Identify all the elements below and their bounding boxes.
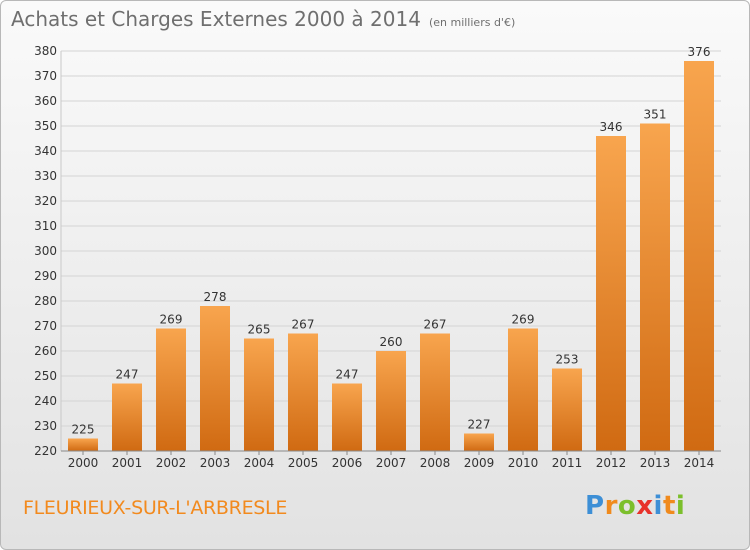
x-tick-label-2013: 2013 bbox=[640, 456, 671, 470]
logo-letter: o bbox=[617, 491, 637, 521]
bar-2012 bbox=[596, 136, 626, 451]
bar-2005 bbox=[288, 333, 318, 451]
x-tick-label-2010: 2010 bbox=[508, 456, 539, 470]
y-tick-label: 330 bbox=[34, 169, 57, 183]
logo-letter: P bbox=[585, 491, 605, 521]
y-tick-label: 250 bbox=[34, 369, 57, 383]
data-label-2010: 269 bbox=[512, 313, 535, 327]
y-tick-label: 340 bbox=[34, 144, 57, 158]
data-label-2005: 267 bbox=[292, 318, 315, 332]
data-label-2008: 267 bbox=[424, 318, 447, 332]
x-tick-label-2007: 2007 bbox=[376, 456, 407, 470]
y-axis: 220 230 240 250 260 270 280 290 300 310 320 330 340 3… bbox=[34, 44, 57, 458]
y-tick-label: 360 bbox=[34, 94, 57, 108]
logo-letter: i bbox=[675, 491, 686, 521]
bar-2008 bbox=[420, 333, 450, 451]
chart-title-text: Achats et Charges Externes 2000 à 2014 bbox=[11, 7, 421, 31]
y-tick-label: 350 bbox=[34, 119, 57, 133]
bar-2011 bbox=[552, 368, 582, 451]
y-tick-label: 280 bbox=[34, 294, 57, 308]
x-tick-label-2006: 2006 bbox=[332, 456, 363, 470]
x-tick-label-2002: 2002 bbox=[156, 456, 187, 470]
y-tick-label: 290 bbox=[34, 269, 57, 283]
logo-letter: t bbox=[662, 491, 676, 521]
x-tick-label-2012: 2012 bbox=[596, 456, 627, 470]
bar-2006 bbox=[332, 383, 362, 451]
x-tick-label-2009: 2009 bbox=[464, 456, 495, 470]
chart-subtitle: (en milliers d'€) bbox=[428, 16, 516, 29]
x-tick-label-2014: 2014 bbox=[684, 456, 715, 470]
logo-letter: i bbox=[653, 491, 663, 521]
bars bbox=[68, 61, 714, 451]
bar-2002 bbox=[156, 328, 186, 451]
data-label-2012: 346 bbox=[600, 120, 623, 134]
x-tick-label-2004: 2004 bbox=[244, 456, 275, 470]
x-tick-label-2003: 2003 bbox=[200, 456, 231, 470]
chart-title: Achats et Charges Externes 2000 à 2014 (e… bbox=[11, 7, 515, 31]
data-label-2003: 278 bbox=[204, 290, 227, 304]
data-label-2011: 253 bbox=[556, 353, 579, 367]
x-tick-label-2011: 2011 bbox=[552, 456, 583, 470]
bar-2000 bbox=[68, 438, 98, 451]
data-label-2007: 260 bbox=[380, 335, 403, 349]
y-tick-label: 310 bbox=[34, 219, 57, 233]
commune-name: FLEURIEUX-SUR-L'ARBRESLE bbox=[23, 497, 288, 519]
proxiti-logo: Proxiti bbox=[585, 491, 685, 521]
data-label-2000: 225 bbox=[72, 423, 95, 437]
data-label-2004: 265 bbox=[248, 323, 271, 337]
y-tick-label: 370 bbox=[34, 69, 57, 83]
y-tick-label: 270 bbox=[34, 319, 57, 333]
logo-letter: x bbox=[636, 491, 654, 521]
x-tick-label-2005: 2005 bbox=[288, 456, 319, 470]
y-tick-label: 240 bbox=[34, 394, 57, 408]
data-label-2013: 351 bbox=[644, 108, 667, 122]
x-tick-label-2000: 2000 bbox=[68, 456, 99, 470]
data-label-2006: 247 bbox=[336, 368, 359, 382]
data-labels: 225 247 269 278 265 267 247 260 267 227 269 253 346 3… bbox=[72, 45, 711, 437]
y-tick-label: 300 bbox=[34, 244, 57, 258]
data-label-2014: 376 bbox=[688, 45, 711, 59]
bar-2013 bbox=[640, 123, 670, 451]
y-tick-label: 230 bbox=[34, 419, 57, 433]
data-label-2001: 247 bbox=[116, 368, 139, 382]
bar-2014 bbox=[684, 61, 714, 451]
y-tick-label: 260 bbox=[34, 344, 57, 358]
x-tick-label-2001: 2001 bbox=[112, 456, 143, 470]
data-label-2009: 227 bbox=[468, 418, 491, 432]
data-label-2002: 269 bbox=[160, 313, 183, 327]
y-tick-label: 380 bbox=[34, 44, 57, 58]
y-tick-label: 320 bbox=[34, 194, 57, 208]
logo-letter: r bbox=[604, 491, 618, 521]
bar-2004 bbox=[244, 338, 274, 451]
bar-2010 bbox=[508, 328, 538, 451]
bar-2003 bbox=[200, 306, 230, 451]
bar-2009 bbox=[464, 433, 494, 451]
y-tick-label: 220 bbox=[34, 444, 57, 458]
bar-2001 bbox=[112, 383, 142, 451]
x-tick-label-2008: 2008 bbox=[420, 456, 451, 470]
bar-2007 bbox=[376, 351, 406, 451]
x-axis: 2000 2001 2002 2003 2004 2005 2006 2007 2008 2009… bbox=[61, 450, 721, 470]
